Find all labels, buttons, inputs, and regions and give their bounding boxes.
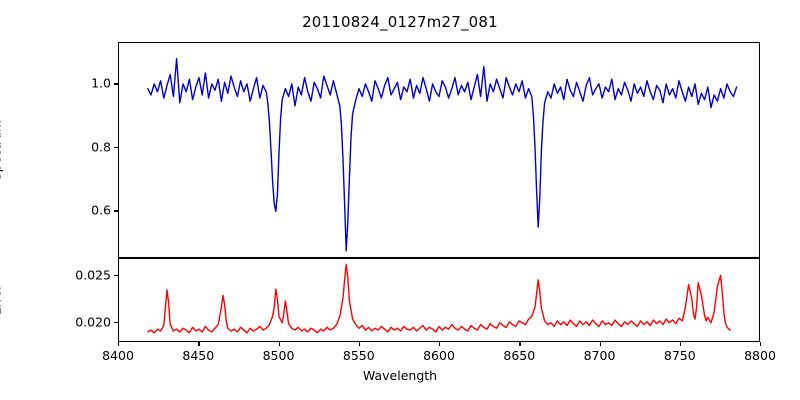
x-axis-tick-mark: [118, 342, 120, 346]
error-line-series: [119, 259, 759, 341]
x-axis-tick-label: 8800: [744, 348, 776, 363]
x-axis-tick-label: 8500: [262, 348, 295, 363]
x-axis-tick-mark: [760, 342, 762, 346]
x-axis-tick-mark: [439, 342, 441, 346]
spectrum-y-tick-label: 0.6: [91, 202, 111, 218]
error-y-tick-label: 0.025: [75, 267, 111, 283]
x-axis-tick-mark: [599, 342, 601, 346]
error-y-tick-label: 0.020: [75, 314, 111, 329]
error-y-tick-mark: [114, 274, 118, 277]
x-axis-tick-mark: [679, 342, 682, 346]
x-axis-tick-mark: [198, 342, 200, 346]
error-plot-panel: [118, 258, 760, 342]
spectrum-y-tick-mark: [114, 83, 118, 85]
page-title: 20110824_0127m27_081: [302, 13, 498, 31]
spectrum-plot-panel: [118, 42, 760, 258]
x-axis-tick-label: 8400: [102, 348, 134, 363]
x-axis-tick-mark: [278, 342, 280, 346]
spectrum-y-tick-label: 0.8: [91, 139, 111, 155]
x-axis-label: Wavelength: [362, 368, 438, 383]
spectrum-y-tick-mark: [114, 210, 118, 212]
error-y-tick-mark: [114, 321, 118, 323]
x-axis-tick-label: 8450: [182, 348, 215, 363]
x-axis-tick-label: 8650: [503, 348, 536, 363]
x-axis-tick-mark: [358, 342, 361, 346]
x-axis-tick-label: 8750: [663, 348, 696, 363]
x-axis-tick-label: 8550: [342, 348, 375, 363]
spectrum-line-series: [119, 43, 759, 257]
x-axis-tick-label: 8700: [583, 348, 616, 363]
x-axis-tick-label: 8600: [423, 348, 455, 363]
spectrum-y-tick-mark: [114, 146, 118, 149]
x-axis-tick-mark: [519, 342, 521, 346]
spectrum-y-tick-label: 1.0: [91, 75, 111, 91]
